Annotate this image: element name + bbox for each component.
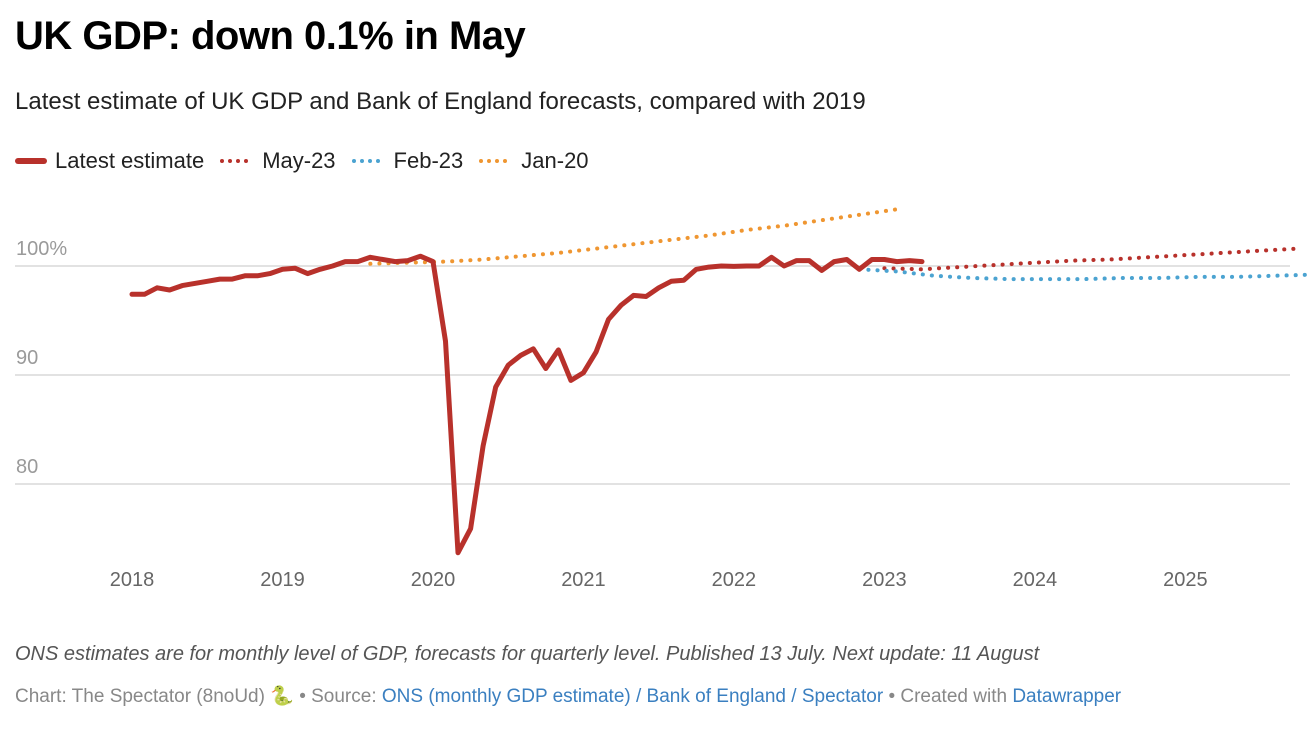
legend-swatch-dotted (220, 159, 252, 163)
x-tick-label: 2024 (1013, 569, 1058, 591)
series-line-may-23 (882, 246, 1301, 272)
legend-label: Jan-20 (521, 148, 589, 173)
series-line-latest-estimate (129, 253, 925, 556)
x-axis-labels: 2018 2019 2020 2021 2022 2023 2024 2025 (110, 569, 1208, 591)
legend-label: May-23 (262, 148, 336, 173)
x-tick-label: 2019 (260, 569, 305, 591)
separator: • (888, 686, 896, 707)
legend-item-may-23: May-23 (220, 148, 336, 174)
source-label: Source: (311, 686, 377, 707)
series-line-feb-23 (857, 267, 1313, 282)
x-tick-label: 2021 (561, 569, 606, 591)
legend-label: Latest estimate (55, 148, 205, 173)
legend-item-feb-23: Feb-23 (351, 148, 464, 174)
legend-item-latest-estimate: Latest estimate (15, 148, 204, 174)
snake-emoji-icon: 🐍 (270, 686, 294, 707)
legend-swatch-dotted (479, 159, 511, 163)
source-link[interactable]: ONS (monthly GDP estimate) / Bank of Eng… (381, 686, 884, 707)
series-line-jan-20 (368, 207, 899, 266)
y-tick-label: 80 (16, 456, 38, 478)
y-tick-label: 90 (16, 347, 38, 369)
separator: • (299, 686, 306, 707)
chart-title: UK GDP: down 0.1% in May (15, 14, 526, 58)
chart-subtitle: Latest estimate of UK GDP and Bank of En… (15, 88, 866, 115)
datawrapper-link[interactable]: Datawrapper (1012, 686, 1122, 707)
x-tick-label: 2018 (110, 569, 155, 591)
legend-item-jan-20: Jan-20 (479, 148, 589, 174)
footer: Chart: The Spectator (8noUd) 🐍 • Source:… (15, 684, 1121, 708)
y-axis-labels: 80 90 100% (16, 238, 67, 478)
legend-label: Feb-23 (393, 148, 464, 173)
created-with-label: Created with (900, 686, 1008, 707)
chart-notes: ONS estimates are for monthly level of G… (15, 643, 1040, 665)
chart-credit: Chart: The Spectator (8noUd) (15, 686, 265, 707)
x-tick-label: 2025 (1163, 569, 1208, 591)
y-tick-label: 100% (16, 238, 67, 260)
gridlines (15, 265, 1290, 485)
legend-swatch-solid (15, 158, 47, 164)
legend: Latest estimate May-23 Feb-23 Jan-20 (15, 148, 605, 174)
legend-swatch-dotted (351, 159, 384, 163)
x-tick-label: 2020 (411, 569, 456, 591)
series-lines (129, 207, 1313, 556)
x-tick-label: 2023 (862, 569, 907, 591)
x-tick-label: 2022 (712, 569, 757, 591)
